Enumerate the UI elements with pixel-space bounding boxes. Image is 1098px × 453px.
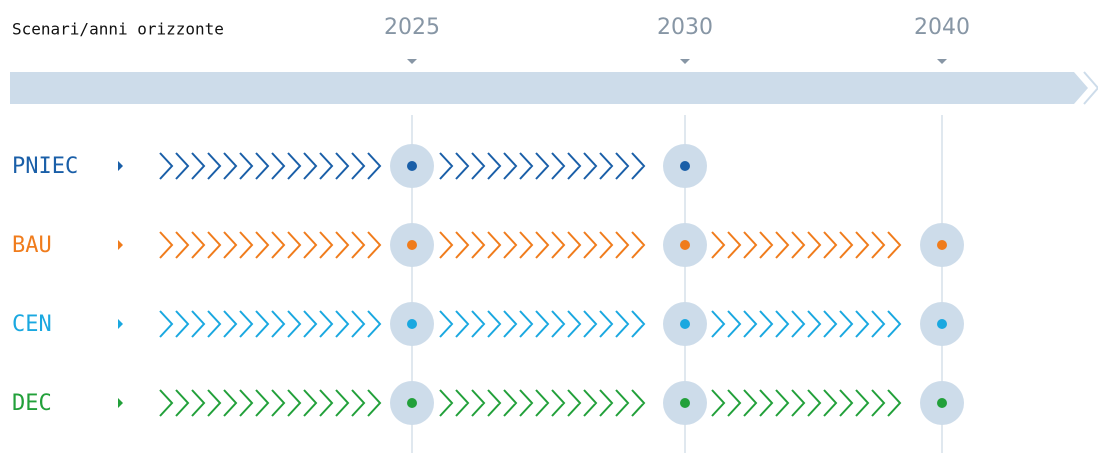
year-label: 2030 [657, 15, 713, 40]
header-title: Scenari/anni orizzonte [12, 20, 224, 39]
horizon-dot [680, 161, 690, 171]
progress-chevrons [159, 310, 382, 338]
scenario-label: DEC [12, 391, 52, 416]
progress-chevrons [439, 231, 646, 259]
horizon-dot [680, 240, 690, 250]
progress-chevrons [711, 231, 902, 259]
progress-chevrons [439, 310, 646, 338]
timeline-band [10, 72, 1088, 104]
horizon-dot [680, 398, 690, 408]
horizon-dot [937, 398, 947, 408]
scenario-caret [118, 319, 123, 329]
progress-chevrons [711, 310, 902, 338]
year-marker [937, 59, 947, 64]
horizon-dot [407, 319, 417, 329]
scenario-label: BAU [12, 233, 52, 258]
horizon-dot [407, 161, 417, 171]
horizon-dot [407, 240, 417, 250]
progress-chevrons [159, 152, 382, 180]
scenario-label: CEN [12, 312, 52, 337]
horizon-dot [937, 240, 947, 250]
year-marker [680, 59, 690, 64]
scenario-caret [118, 161, 123, 171]
progress-chevrons [159, 389, 382, 417]
year-label: 2025 [384, 15, 440, 40]
progress-chevrons [439, 152, 646, 180]
scenario-caret [118, 398, 123, 408]
year-label: 2040 [914, 15, 970, 40]
year-marker [407, 59, 417, 64]
progress-chevrons [439, 389, 646, 417]
horizon-dot [407, 398, 417, 408]
progress-chevrons [711, 389, 902, 417]
horizon-dot [937, 319, 947, 329]
scenario-label: PNIEC [12, 154, 78, 179]
scenario-caret [118, 240, 123, 250]
progress-chevrons [159, 231, 382, 259]
horizon-dot [680, 319, 690, 329]
timeline-band-tip [1083, 71, 1098, 105]
